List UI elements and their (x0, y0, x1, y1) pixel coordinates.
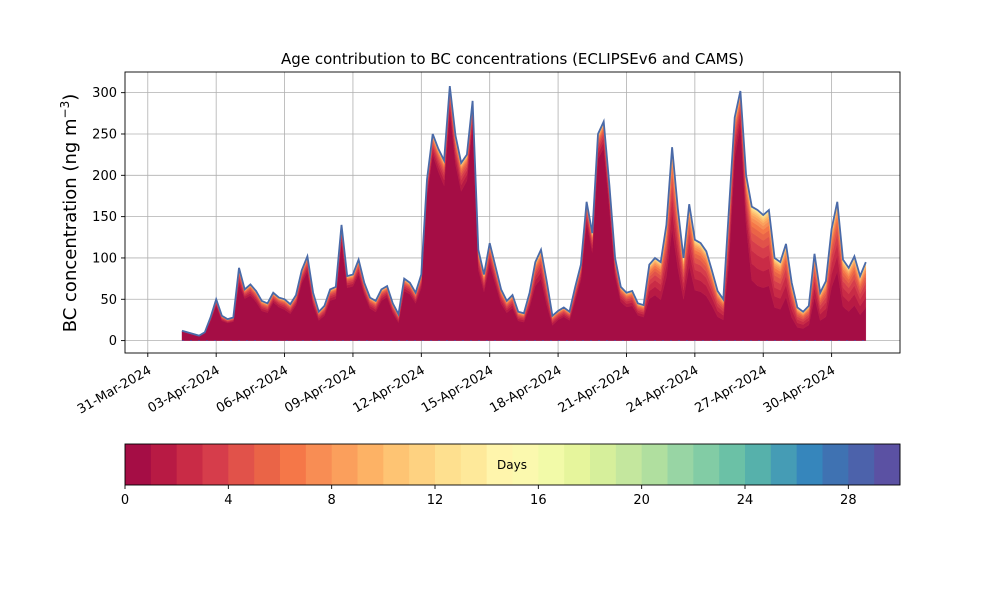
colorbar-bin (874, 444, 901, 485)
y-axis-label: BC concentration (ng m−3) (58, 94, 81, 333)
colorbar-tick-label: 12 (427, 493, 444, 508)
colorbar-bin (848, 444, 875, 485)
x-tick-label: 15-Apr-2024 (419, 363, 496, 416)
y-tick-label: 100 (92, 251, 117, 266)
colorbar-bin (254, 444, 281, 485)
colorbar-bin (512, 444, 539, 485)
colorbar-bin (435, 444, 462, 485)
colorbar-bin (796, 444, 823, 485)
colorbar-bin (564, 444, 591, 485)
colorbar-bin (280, 444, 307, 485)
colorbar-bin (486, 444, 513, 485)
colorbar-bin (125, 444, 152, 485)
x-tick-label: 03-Apr-2024 (145, 363, 222, 416)
colorbar-bin (538, 444, 565, 485)
colorbar-bin (357, 444, 384, 485)
colorbar-tick-label: 8 (328, 493, 336, 508)
colorbar-bin (667, 444, 694, 485)
colorbar-tick-label: 20 (633, 493, 650, 508)
colorbar-bin (331, 444, 358, 485)
chart-title: Age contribution to BC concentrations (E… (281, 50, 744, 68)
x-tick-label: 12-Apr-2024 (351, 363, 428, 416)
colorbar (125, 444, 901, 485)
colorbar-ticks: 0 4 8 12 16 20 24 28 (121, 485, 857, 508)
x-tick-label: 06-Apr-2024 (214, 363, 291, 416)
y-axis-label-main: BC concentration (ng m (60, 118, 81, 332)
colorbar-tick-label: 28 (840, 493, 857, 508)
y-tick-label: 250 (92, 127, 117, 142)
colorbar-bin (305, 444, 333, 485)
y-tick-label: 150 (92, 210, 117, 225)
colorbar-label: Days (497, 458, 527, 472)
y-tick-label: 0 (109, 334, 117, 349)
colorbar-bin (383, 444, 410, 485)
colorbar-bin (409, 444, 436, 485)
colorbar-bin (590, 444, 617, 485)
colorbar-bin (460, 444, 488, 485)
colorbar-bin (615, 444, 643, 485)
x-tick-label: 24-Apr-2024 (624, 363, 701, 416)
x-tick-label: 30-Apr-2024 (761, 363, 838, 416)
y-tick-label: 50 (100, 293, 117, 308)
colorbar-bin (228, 444, 255, 485)
x-tick-label: 31-Mar-2024 (75, 363, 154, 417)
x-tick-label: 09-Apr-2024 (282, 363, 359, 416)
colorbar-bin (770, 444, 798, 485)
colorbar-tick-label: 16 (530, 493, 547, 508)
colorbar-bin (150, 444, 178, 485)
colorbar-bin (641, 444, 668, 485)
y-axis-label-exponent: −3 (58, 101, 72, 119)
colorbar-frame (124, 443, 901, 486)
x-tick-label: 21-Apr-2024 (556, 363, 633, 416)
total-concentration-line (181, 85, 867, 342)
colorbar-bin (822, 444, 849, 485)
colorbar-bin (202, 444, 229, 485)
x-tick-label: 18-Apr-2024 (487, 363, 564, 416)
x-tick-label: 27-Apr-2024 (693, 363, 770, 416)
colorbar-tick-label: 0 (121, 493, 129, 508)
x-axis-ticks: 31-Mar-202403-Apr-202406-Apr-202409-Apr-… (75, 353, 838, 417)
plot-frame (124, 71, 901, 354)
colorbar-bin (693, 444, 720, 485)
y-axis-label-close: ) (60, 94, 81, 101)
colorbar-tick-label: 24 (737, 493, 754, 508)
total-line (181, 85, 867, 337)
y-axis-ticks: 0 50 100 150 200 250 300 (92, 86, 125, 349)
y-tick-label: 300 (92, 86, 117, 101)
y-tick-label: 200 (92, 169, 117, 184)
colorbar-bin (719, 444, 746, 485)
colorbar-bin (176, 444, 203, 485)
colorbar-tick-label: 4 (224, 493, 232, 508)
colorbar-bin (745, 444, 772, 485)
